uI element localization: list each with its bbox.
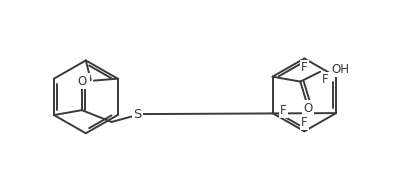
- Text: F: F: [322, 73, 328, 86]
- Text: S: S: [133, 108, 142, 121]
- Text: O: O: [77, 75, 87, 88]
- Text: O: O: [304, 102, 313, 115]
- Text: F: F: [280, 104, 287, 117]
- Text: F: F: [301, 116, 308, 129]
- Text: Cl: Cl: [77, 74, 89, 87]
- Text: F: F: [301, 61, 308, 74]
- Text: OH: OH: [331, 63, 349, 76]
